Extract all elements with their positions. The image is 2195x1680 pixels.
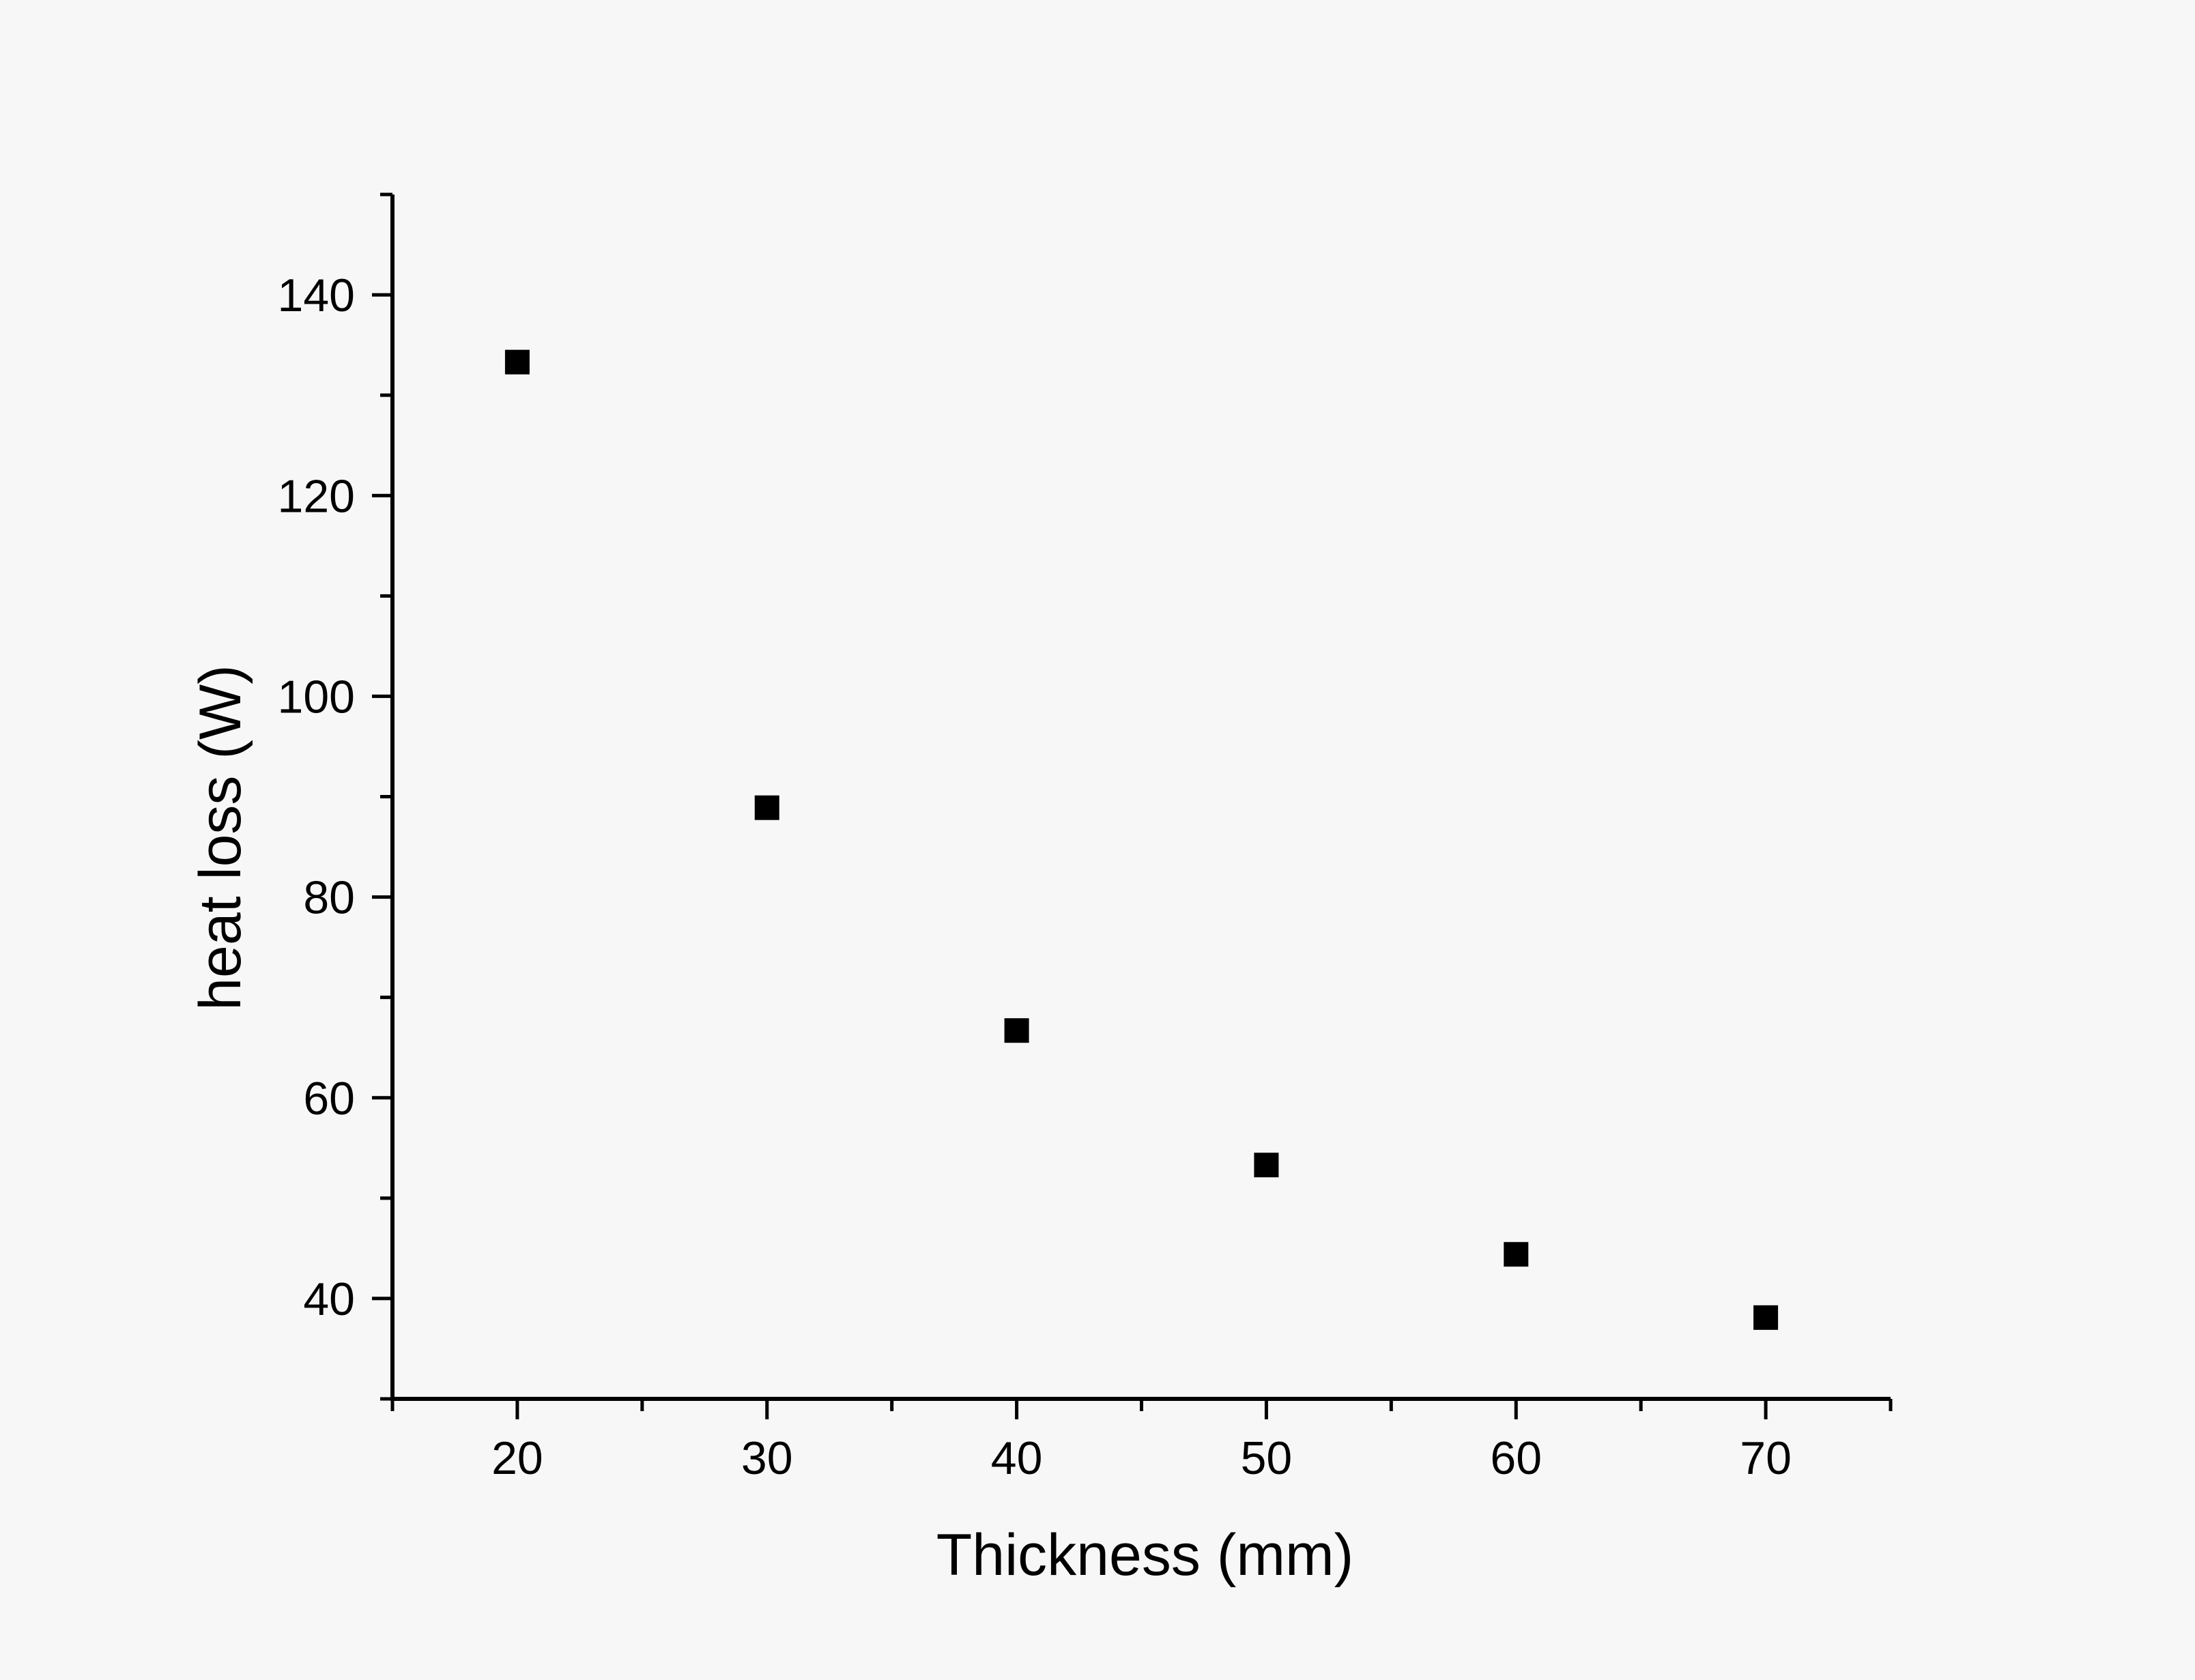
data-point bbox=[1504, 1242, 1529, 1267]
y-tick-label: 40 bbox=[303, 1273, 355, 1325]
plot-area: 20 30 40 50 60 70 40 60 80 100 120 140 bbox=[278, 192, 1893, 1484]
x-tick-label: 60 bbox=[1490, 1432, 1542, 1484]
x-tick-label: 70 bbox=[1740, 1432, 1792, 1484]
x-tick-label: 20 bbox=[491, 1432, 543, 1484]
x-axis-title: Thickness (mm) bbox=[936, 1522, 1354, 1588]
y-tick-label: 140 bbox=[278, 270, 355, 321]
data-point bbox=[1254, 1153, 1279, 1178]
y-tick-label: 80 bbox=[303, 872, 355, 924]
x-tick-label: 30 bbox=[741, 1432, 793, 1484]
data-point bbox=[504, 349, 530, 375]
y-axis-ticks: 40 60 80 100 120 140 bbox=[278, 192, 392, 1401]
x-tick-label: 50 bbox=[1241, 1432, 1293, 1484]
data-point bbox=[754, 795, 779, 820]
y-tick-label: 100 bbox=[278, 671, 355, 723]
x-axis-ticks: 20 30 40 50 60 70 bbox=[390, 1399, 1893, 1484]
y-tick-label: 120 bbox=[278, 470, 355, 522]
data-point bbox=[1753, 1305, 1779, 1330]
y-axis-title: heat loss (W) bbox=[188, 665, 253, 1011]
data-point bbox=[1004, 1018, 1029, 1043]
data-points bbox=[504, 349, 1779, 1330]
x-tick-label: 40 bbox=[991, 1432, 1043, 1484]
y-tick-label: 60 bbox=[303, 1073, 355, 1125]
